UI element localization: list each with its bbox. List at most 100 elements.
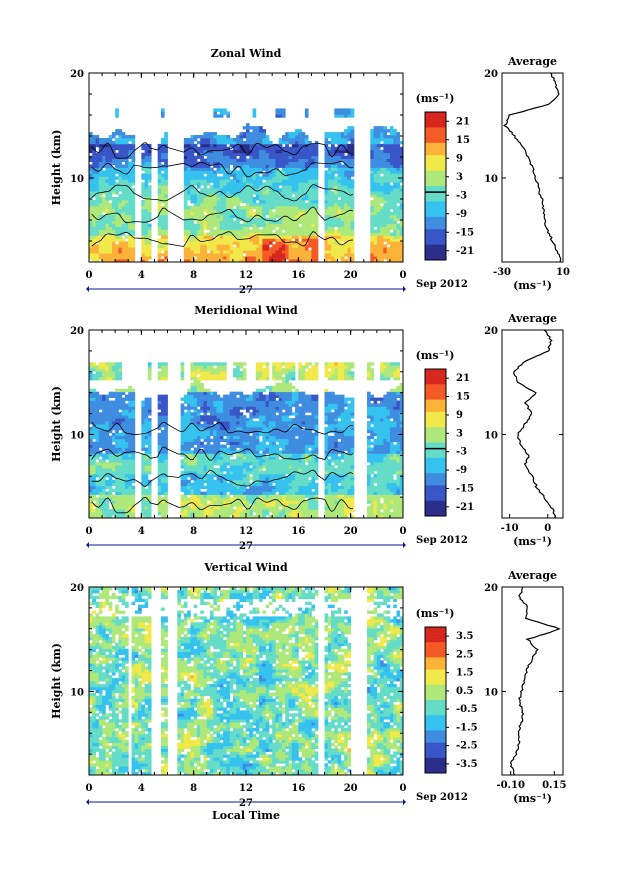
heatmap-cell xyxy=(347,137,352,142)
heatmap-cell xyxy=(268,253,273,257)
heatmap-cell xyxy=(242,158,247,162)
heatmap-cell xyxy=(89,476,93,481)
heatmap-cell xyxy=(281,250,286,254)
heatmap-cell xyxy=(183,438,188,443)
heatmap-cell xyxy=(344,155,348,160)
heatmap-cell xyxy=(304,161,309,165)
heatmap-cell xyxy=(124,217,129,222)
heatmap-cell xyxy=(337,149,342,154)
heatmap-cell xyxy=(265,179,270,183)
heatmap-cell xyxy=(255,259,260,263)
heatmap-cell xyxy=(160,185,165,189)
heatmap-cell xyxy=(180,482,185,487)
heatmap-cell xyxy=(268,259,273,263)
heatmap-cell xyxy=(327,217,332,222)
heatmap-cell xyxy=(102,503,106,507)
heatmap-cell xyxy=(278,182,283,186)
heatmap-cell xyxy=(108,202,113,207)
heatmap-cell xyxy=(308,158,312,162)
heatmap-cell xyxy=(389,173,394,177)
heatmap-cell xyxy=(298,185,302,189)
heatmap-cell xyxy=(376,182,381,186)
heatmap-cell xyxy=(183,244,188,248)
heatmap-cell xyxy=(210,368,214,372)
heatmap-cell xyxy=(373,205,378,210)
heatmap-cell xyxy=(268,185,273,189)
heatmap-cell xyxy=(226,229,231,233)
heatmap-cell xyxy=(265,137,270,142)
heatmap-cell xyxy=(259,205,263,210)
heatmap-cell xyxy=(380,223,384,227)
heatmap-cell xyxy=(102,409,106,413)
heatmap-cell xyxy=(118,256,123,260)
heatmap-cell xyxy=(180,497,185,501)
heatmap-cell xyxy=(380,199,384,204)
heatmap-cell xyxy=(190,250,195,254)
heatmap-cell xyxy=(213,368,217,372)
heatmap-cell xyxy=(331,173,335,177)
heatmap-cell xyxy=(304,173,309,177)
heatmap-cell xyxy=(393,179,397,183)
heatmap-cell xyxy=(265,220,270,225)
heatmap-cell xyxy=(268,226,273,230)
heatmap-cell xyxy=(373,250,378,254)
heatmap-cell xyxy=(344,223,348,227)
heatmap-cell xyxy=(196,202,201,207)
contour-line xyxy=(91,184,354,202)
heatmap-cell xyxy=(164,194,168,198)
heatmap-cell xyxy=(105,229,110,233)
heatmap-cell xyxy=(98,512,103,516)
heatmap-cell xyxy=(311,211,316,216)
heatmap-cell xyxy=(262,135,267,139)
heatmap-cell xyxy=(95,197,100,201)
heatmap-cell xyxy=(187,155,191,160)
heatmap-cell xyxy=(124,438,129,443)
heatmap-cell xyxy=(347,167,352,171)
heatmap-cell xyxy=(216,515,221,519)
heatmap-cell xyxy=(105,412,110,416)
heatmap-cell xyxy=(187,471,191,475)
heatmap-cell xyxy=(246,188,250,192)
heatmap-cell xyxy=(340,202,345,207)
heatmap-cell xyxy=(206,494,211,498)
heatmap-cell xyxy=(308,241,312,245)
heatmap-cell xyxy=(89,500,93,504)
heatmap-cell xyxy=(124,453,129,457)
heatmap-cell xyxy=(190,385,195,390)
heatmap-cell xyxy=(210,220,214,225)
heatmap-cell xyxy=(285,223,289,227)
heatmap-cell xyxy=(164,152,168,157)
heatmap-cell xyxy=(144,435,149,440)
heatmap-cell xyxy=(115,473,119,478)
heatmap-cell xyxy=(281,211,286,216)
heatmap-cell xyxy=(327,173,332,177)
heatmap-cell xyxy=(344,149,348,154)
heatmap-cell xyxy=(164,438,168,443)
heatmap-cell xyxy=(203,214,208,219)
colorbar-swatch xyxy=(425,256,446,261)
heatmap-cell xyxy=(92,241,96,245)
heatmap-cell xyxy=(92,450,96,454)
heatmap-cell xyxy=(141,476,145,481)
heatmap-cell xyxy=(278,235,283,239)
heatmap-cell xyxy=(187,438,191,443)
heatmap-cell xyxy=(373,143,378,148)
heatmap-cell xyxy=(236,247,240,251)
heatmap-cell xyxy=(115,365,119,369)
heatmap-cell xyxy=(124,468,129,472)
heatmap-cell xyxy=(216,188,221,192)
heatmap-cell xyxy=(92,135,96,139)
heatmap-cell xyxy=(115,409,119,413)
heatmap-cell xyxy=(115,426,119,431)
heatmap-cell xyxy=(200,500,204,504)
heatmap-cell xyxy=(89,429,93,434)
heatmap-cell xyxy=(301,217,306,222)
heatmap-cell xyxy=(396,247,401,251)
heatmap-cell xyxy=(203,406,208,410)
heatmap-cell xyxy=(105,421,110,425)
heatmap-cell xyxy=(128,202,132,207)
heatmap-cell xyxy=(200,471,204,475)
heatmap-cell xyxy=(157,512,162,516)
heatmap-cell xyxy=(118,462,123,466)
heatmap-cell xyxy=(242,167,247,171)
